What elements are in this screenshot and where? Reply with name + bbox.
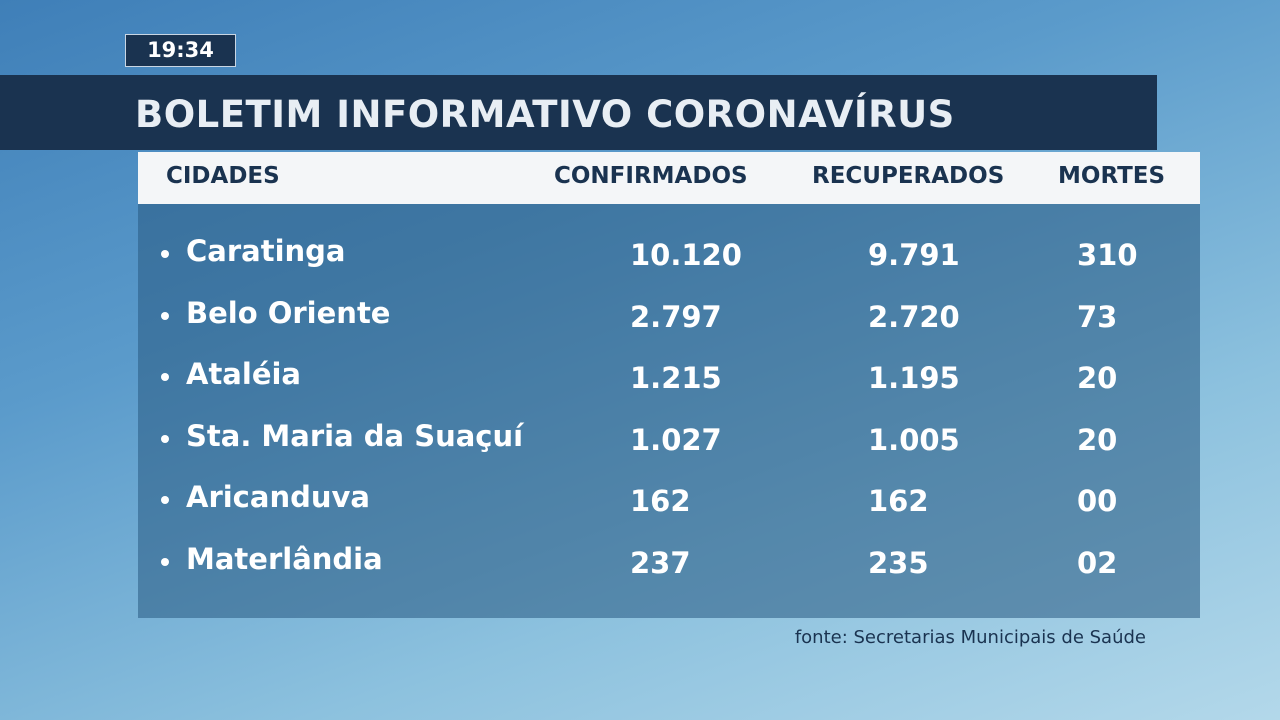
cell-value: 310 bbox=[1077, 238, 1138, 272]
title-bar bbox=[0, 75, 1157, 150]
bullet bbox=[161, 373, 169, 381]
city-name: Ataléia bbox=[186, 357, 301, 391]
cell-value: 10.120 bbox=[630, 238, 742, 272]
city-name: Materlândia bbox=[186, 541, 383, 576]
bullet bbox=[161, 434, 169, 443]
column-header: MORTES bbox=[1058, 163, 1166, 189]
bullet bbox=[161, 311, 169, 320]
clock: 19:34 bbox=[125, 34, 236, 67]
table-header bbox=[138, 152, 1200, 204]
cell-value: 1.005 bbox=[868, 422, 960, 457]
cell-value: 20 bbox=[1077, 422, 1118, 457]
table-body bbox=[138, 204, 1200, 618]
cell-value: 1.195 bbox=[868, 361, 960, 395]
cell-value: 1.027 bbox=[630, 422, 722, 457]
cell-value: 73 bbox=[1077, 299, 1118, 334]
city-name: Belo Oriente bbox=[186, 295, 391, 330]
cell-value: 162 bbox=[630, 484, 691, 518]
cell-value: 20 bbox=[1077, 361, 1118, 395]
source-note: fonte: Secretarias Municipais de Saúde bbox=[794, 627, 1146, 648]
bullet bbox=[161, 496, 169, 504]
city-name: Aricanduva bbox=[186, 480, 370, 514]
cell-value: 02 bbox=[1077, 545, 1118, 580]
cell-value: 2.720 bbox=[868, 299, 960, 334]
cell-value: 237 bbox=[630, 545, 691, 580]
city-name: Caratinga bbox=[186, 234, 346, 268]
city-name: Sta. Maria da Suaçuí bbox=[186, 418, 524, 453]
cell-value: 162 bbox=[868, 484, 929, 518]
bullet bbox=[161, 557, 169, 566]
cell-value: 2.797 bbox=[630, 299, 722, 334]
column-header: CIDADES bbox=[166, 163, 280, 189]
column-header: RECUPERADOS bbox=[812, 163, 1005, 189]
title: BOLETIM INFORMATIVO CORONAVÍRUS bbox=[135, 93, 955, 136]
column-header: CONFIRMADOS bbox=[554, 163, 748, 189]
cell-value: 9.791 bbox=[868, 238, 960, 272]
cell-value: 1.215 bbox=[630, 361, 722, 395]
cell-value: 235 bbox=[868, 545, 929, 580]
cell-value: 00 bbox=[1077, 484, 1118, 518]
bullet bbox=[161, 250, 169, 258]
